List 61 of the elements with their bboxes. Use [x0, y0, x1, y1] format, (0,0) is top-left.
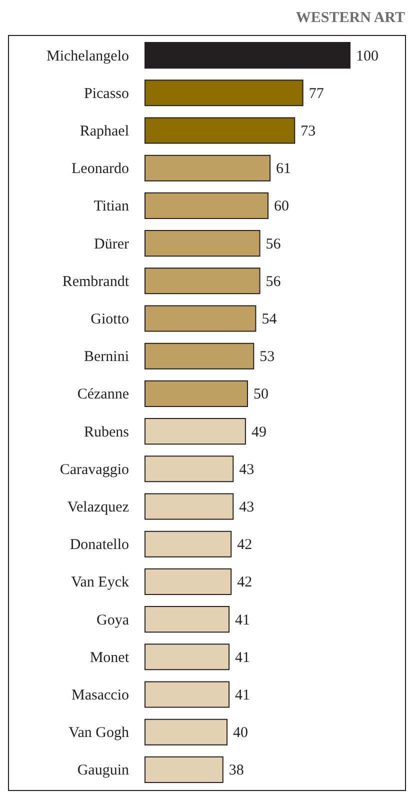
- y-tick-label: Caravaggio: [60, 462, 129, 478]
- bar: [144, 305, 256, 332]
- data-label: 43: [239, 462, 254, 478]
- bar: [144, 606, 230, 633]
- data-label: 60: [274, 198, 289, 215]
- y-tick-label: Rembrandt: [62, 274, 130, 290]
- y-tick-label: Cézanne: [77, 386, 130, 403]
- data-label: 38: [228, 762, 244, 779]
- bar: [144, 192, 268, 219]
- y-tick-label: Van Gogh: [68, 725, 130, 742]
- y-tick-label: Goya: [96, 612, 130, 628]
- y-tick-label: Rubens: [84, 424, 130, 440]
- bar: [144, 644, 230, 670]
- y-tick-label: Donatello: [70, 537, 129, 554]
- bar: [144, 568, 232, 595]
- y-tick-label: Van Eyck: [71, 574, 130, 591]
- y-tick-label: Gauguin: [77, 762, 130, 779]
- y-tick-label: Masaccio: [72, 687, 129, 704]
- data-label: 54: [262, 312, 278, 328]
- data-label: 41: [235, 687, 250, 704]
- bar: [144, 756, 224, 783]
- chart-title: WESTERN ART: [296, 10, 405, 26]
- bar: [144, 268, 260, 294]
- bar: [144, 42, 350, 69]
- y-tick-label: Picasso: [84, 86, 129, 102]
- data-label: 56: [266, 274, 282, 290]
- data-label: 61: [276, 161, 292, 178]
- y-tick-label: Titian: [94, 198, 130, 215]
- bar: [144, 493, 234, 520]
- bar: [144, 456, 234, 482]
- data-label: 41: [235, 650, 250, 666]
- y-tick-label: Leonardo: [72, 161, 129, 178]
- data-label: 56: [266, 236, 282, 252]
- bar: [144, 380, 248, 407]
- data-label: 40: [233, 725, 248, 742]
- y-tick-label: Raphael: [80, 124, 129, 140]
- data-label: 53: [260, 349, 275, 366]
- bar: [144, 681, 230, 708]
- data-label: 100: [356, 48, 378, 64]
- bar: [144, 718, 228, 746]
- y-tick-label: Dürer: [94, 236, 129, 252]
- y-tick-label: Velazquez: [67, 500, 130, 516]
- y-tick-label: Bernini: [84, 349, 129, 366]
- bar: [144, 230, 260, 257]
- data-label: 73: [300, 124, 316, 140]
- data-label: 50: [254, 386, 268, 403]
- data-label: 42: [237, 537, 252, 554]
- data-label: 43: [239, 500, 254, 516]
- bar: [144, 80, 304, 106]
- bar: [144, 342, 254, 370]
- data-label: 49: [251, 424, 266, 440]
- bar: [144, 530, 232, 558]
- data-label: 42: [237, 574, 252, 591]
- y-tick-label: Giotto: [90, 312, 129, 328]
- y-tick-label: Michelangelo: [46, 48, 129, 64]
- bar: [144, 418, 246, 445]
- data-label: 77: [308, 86, 324, 102]
- bar: [144, 117, 296, 144]
- y-tick-label: Monet: [90, 650, 130, 666]
- data-label: 41: [235, 612, 250, 628]
- bar: [144, 154, 271, 182]
